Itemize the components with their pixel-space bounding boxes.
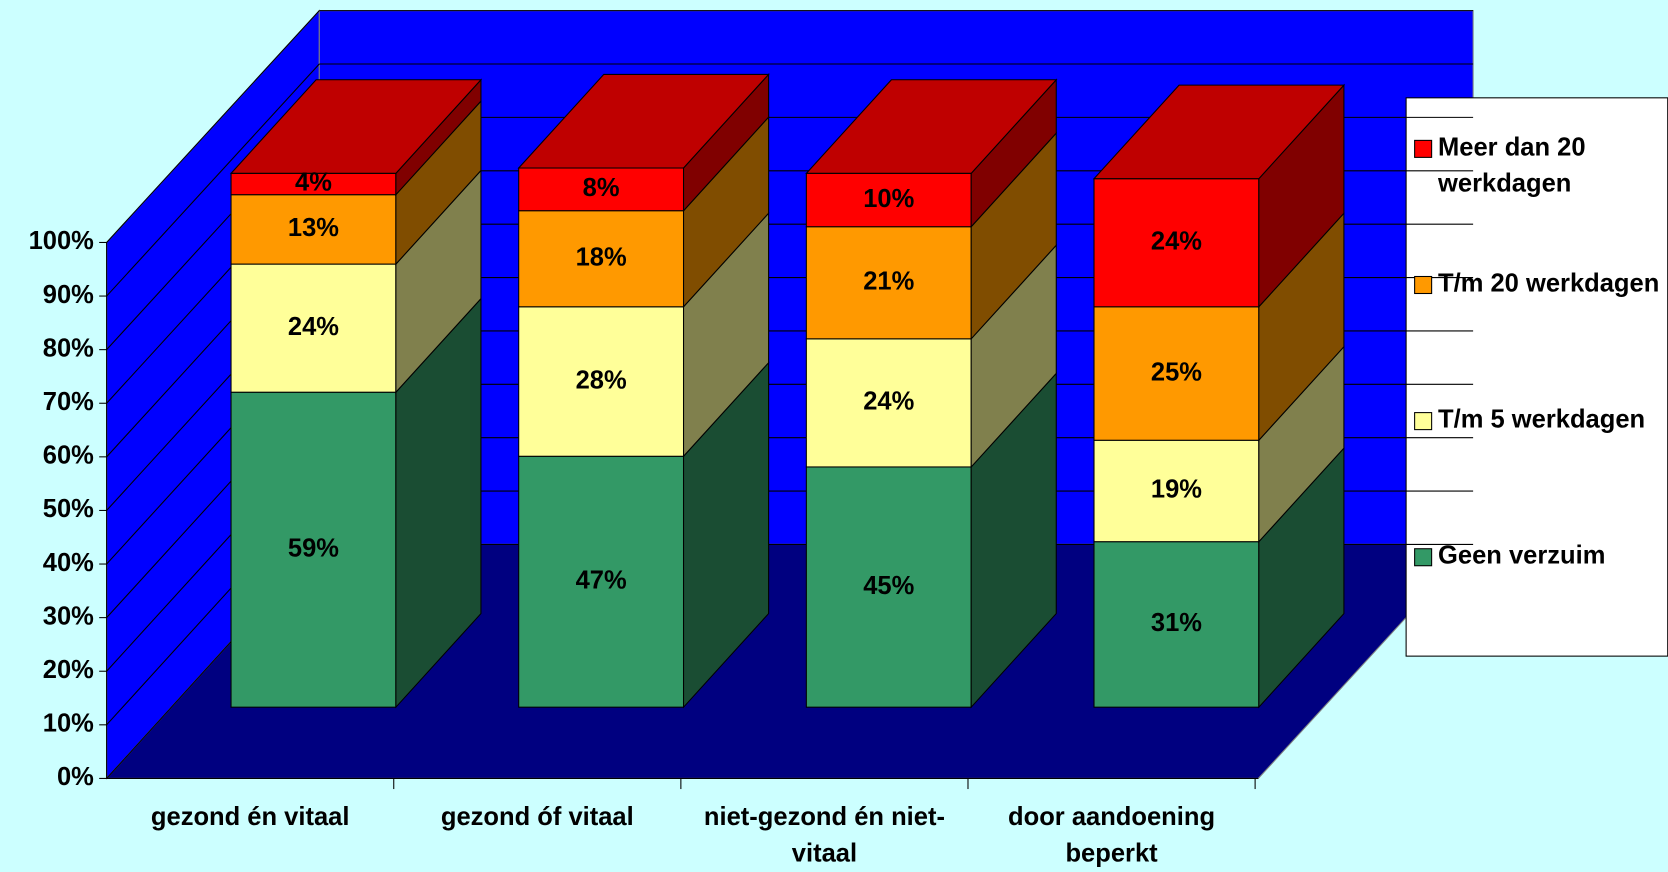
x-tick-label: niet-gezond én niet-vitaal bbox=[703, 802, 945, 868]
bar-segment bbox=[230, 263, 397, 393]
data-label: 24% bbox=[863, 388, 914, 416]
fo-legend-label: Meer dan 20 werkdagen bbox=[1438, 132, 1586, 198]
fo-x-tick-label: gezond én vitaal bbox=[150, 802, 350, 832]
data-label: 18% bbox=[576, 243, 627, 271]
bar-top bbox=[1092, 84, 1346, 180]
grid-line bbox=[106, 10, 320, 243]
fo-x-tick-label: niet-gezond én niet-vitaal bbox=[703, 802, 945, 868]
data-label: 59% bbox=[288, 534, 339, 562]
data-label: 21% bbox=[863, 268, 914, 296]
legend-swatch bbox=[1414, 275, 1433, 295]
y-tick-label: 30% bbox=[43, 602, 94, 630]
bar-segment bbox=[805, 172, 972, 228]
y-tick-label: 100% bbox=[29, 227, 95, 255]
bar-segment bbox=[1093, 306, 1260, 441]
legend-swatch bbox=[1414, 139, 1433, 158]
y-tick-label: 60% bbox=[43, 442, 94, 470]
data-label: 8% bbox=[583, 174, 620, 202]
legend-label: Meer dan 20 werkdagen bbox=[1438, 132, 1586, 198]
x-tick-label: door aandoening beperkt bbox=[1008, 802, 1216, 868]
y-tick-label: 50% bbox=[43, 495, 94, 523]
bar-segment bbox=[1093, 439, 1260, 543]
y-tick-label: 40% bbox=[43, 549, 94, 577]
bar-segment bbox=[1093, 541, 1260, 708]
bar-segment bbox=[805, 226, 972, 340]
y-tick-label: 20% bbox=[43, 656, 94, 684]
fo-legend-label: Geen verzuim bbox=[1438, 541, 1606, 570]
legend-label: T/m 20 werkdagen bbox=[1438, 269, 1660, 298]
y-tick-label: 70% bbox=[43, 388, 94, 416]
grid-line bbox=[106, 63, 320, 297]
legend bbox=[1405, 97, 1668, 657]
bar-top bbox=[229, 79, 483, 174]
data-label: 25% bbox=[1151, 358, 1202, 386]
bar-segment bbox=[518, 306, 685, 457]
legend-label: T/m 5 werkdagen bbox=[1438, 405, 1646, 434]
bar-segment bbox=[518, 210, 685, 308]
x-tick-label: gezond óf vitaal bbox=[440, 802, 634, 832]
bar-segment bbox=[805, 338, 972, 468]
data-label: 24% bbox=[288, 313, 339, 341]
data-label: 28% bbox=[576, 366, 627, 394]
fo-x-tick-label: door aandoening beperkt bbox=[1008, 802, 1216, 868]
data-label: 45% bbox=[863, 572, 914, 600]
y-tick-label: 10% bbox=[43, 710, 94, 738]
data-label: 31% bbox=[1151, 609, 1202, 637]
y-tick-label: 90% bbox=[43, 281, 94, 309]
data-label: 24% bbox=[1151, 227, 1202, 255]
y-tick-label: 0% bbox=[57, 763, 94, 791]
y-tick-label: 80% bbox=[43, 334, 94, 362]
x-tick-label: gezond én vitaal bbox=[150, 802, 350, 832]
fo-x-tick-label: gezond óf vitaal bbox=[440, 802, 634, 832]
fo-legend-label: T/m 5 werkdagen bbox=[1438, 405, 1646, 434]
legend-swatch bbox=[1414, 412, 1433, 431]
bar-segment bbox=[230, 391, 397, 708]
bar-segment bbox=[805, 466, 972, 708]
data-label: 47% bbox=[576, 566, 627, 594]
data-label: 4% bbox=[295, 169, 332, 197]
legend-label: Geen verzuim bbox=[1438, 541, 1606, 570]
data-label: 19% bbox=[1151, 476, 1202, 504]
bar-top bbox=[517, 73, 770, 169]
data-label: 10% bbox=[863, 185, 914, 213]
fo-legend-label: T/m 20 werkdagen bbox=[1438, 269, 1660, 298]
legend-swatch bbox=[1414, 548, 1433, 567]
data-label: 13% bbox=[288, 214, 339, 242]
bar-top bbox=[805, 79, 1058, 174]
